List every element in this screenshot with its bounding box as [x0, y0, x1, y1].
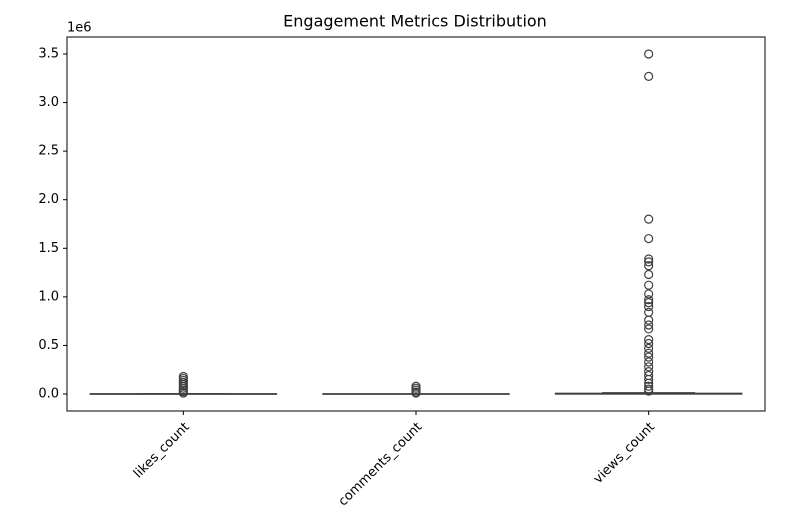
outlier: [644, 307, 654, 317]
x-tick-label: views_count: [591, 420, 658, 487]
outlier: [644, 324, 654, 334]
outlier: [644, 362, 654, 372]
y-tick-label: 0.5: [38, 338, 59, 353]
outlier: [644, 343, 654, 353]
outlier: [644, 386, 654, 396]
outlier: [644, 233, 654, 244]
outlier: [644, 315, 654, 325]
outlier: [411, 388, 421, 398]
outlier: [644, 71, 654, 81]
y-tick-label: 0.0: [38, 387, 59, 402]
outlier: [644, 357, 654, 367]
y-tick-label: 2.5: [38, 144, 59, 159]
outlier: [644, 49, 654, 59]
outlier: [644, 381, 654, 391]
outlier: [178, 388, 188, 398]
outlier: [644, 254, 654, 264]
outlier: [644, 261, 654, 271]
outlier: [644, 298, 654, 308]
outlier: [644, 320, 654, 330]
chart-title: Engagement Metrics Distribution: [283, 12, 547, 31]
y-tick-label: 3.5: [38, 47, 59, 62]
outlier: [644, 335, 654, 345]
y-tick-label: 2.0: [38, 192, 59, 207]
x-tick-label: likes_count: [131, 420, 193, 482]
outlier: [644, 338, 654, 349]
outlier: [644, 352, 654, 362]
y-tick-label: 3.0: [38, 95, 59, 110]
outlier: [644, 280, 654, 290]
outlier: [644, 295, 654, 305]
y-tick-label: 1.5: [38, 241, 59, 256]
outlier: [644, 289, 654, 299]
outlier: [644, 348, 654, 358]
x-tick-label: comments_count: [336, 420, 426, 510]
y-tick-label: 1.0: [38, 289, 59, 304]
outlier: [644, 257, 654, 267]
axes-frame: [66, 36, 766, 412]
outlier: [644, 301, 654, 312]
y-offset-label: 1e6: [67, 21, 92, 36]
outlier: [644, 269, 654, 280]
outlier: [644, 214, 654, 224]
outlier: [644, 374, 654, 385]
